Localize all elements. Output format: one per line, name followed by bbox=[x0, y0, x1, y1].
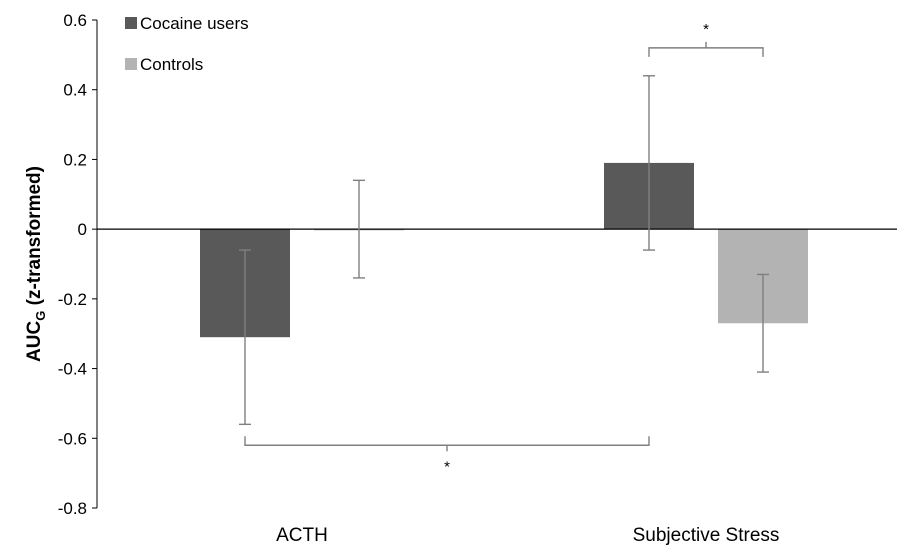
y-tick-label: -0.8 bbox=[58, 499, 87, 518]
y-tick-label: 0 bbox=[78, 220, 87, 239]
category-label: ACTH bbox=[276, 525, 328, 546]
y-axis-label-rest: (z-transformed) bbox=[24, 166, 45, 311]
legend-label: Controls bbox=[140, 55, 203, 74]
error-bars bbox=[239, 75, 769, 426]
bars bbox=[200, 162, 808, 338]
legend: Cocaine users Controls bbox=[125, 14, 249, 74]
y-tick-label: -0.4 bbox=[58, 360, 87, 379]
y-axis-label-subscript: G bbox=[33, 311, 48, 321]
legend-label: Cocaine users bbox=[140, 14, 249, 33]
y-tick-label: 0.2 bbox=[63, 150, 87, 169]
significance-bracket bbox=[244, 436, 650, 452]
legend-swatch bbox=[125, 58, 137, 70]
y-tick-label: -0.6 bbox=[58, 429, 87, 448]
significance-bracket bbox=[648, 41, 764, 57]
y-tick-label: 0.6 bbox=[63, 11, 87, 30]
y-ticks: 0.6 0.4 0.2 0 -0.2 -0.4 -0.6 -0.8 bbox=[58, 11, 97, 518]
y-axis-label-main: AUC bbox=[24, 321, 45, 362]
y-axis-label: AUCG (z-transformed) bbox=[24, 166, 48, 362]
significance-label: * bbox=[444, 458, 450, 475]
significance-label: * bbox=[703, 21, 709, 38]
y-tick-label: -0.2 bbox=[58, 290, 87, 309]
category-labels: ACTH Subjective Stress bbox=[276, 525, 779, 546]
legend-swatch bbox=[125, 17, 137, 29]
category-label: Subjective Stress bbox=[633, 525, 780, 546]
significance-brackets: ** bbox=[244, 21, 764, 475]
y-tick-label: 0.4 bbox=[63, 81, 87, 100]
